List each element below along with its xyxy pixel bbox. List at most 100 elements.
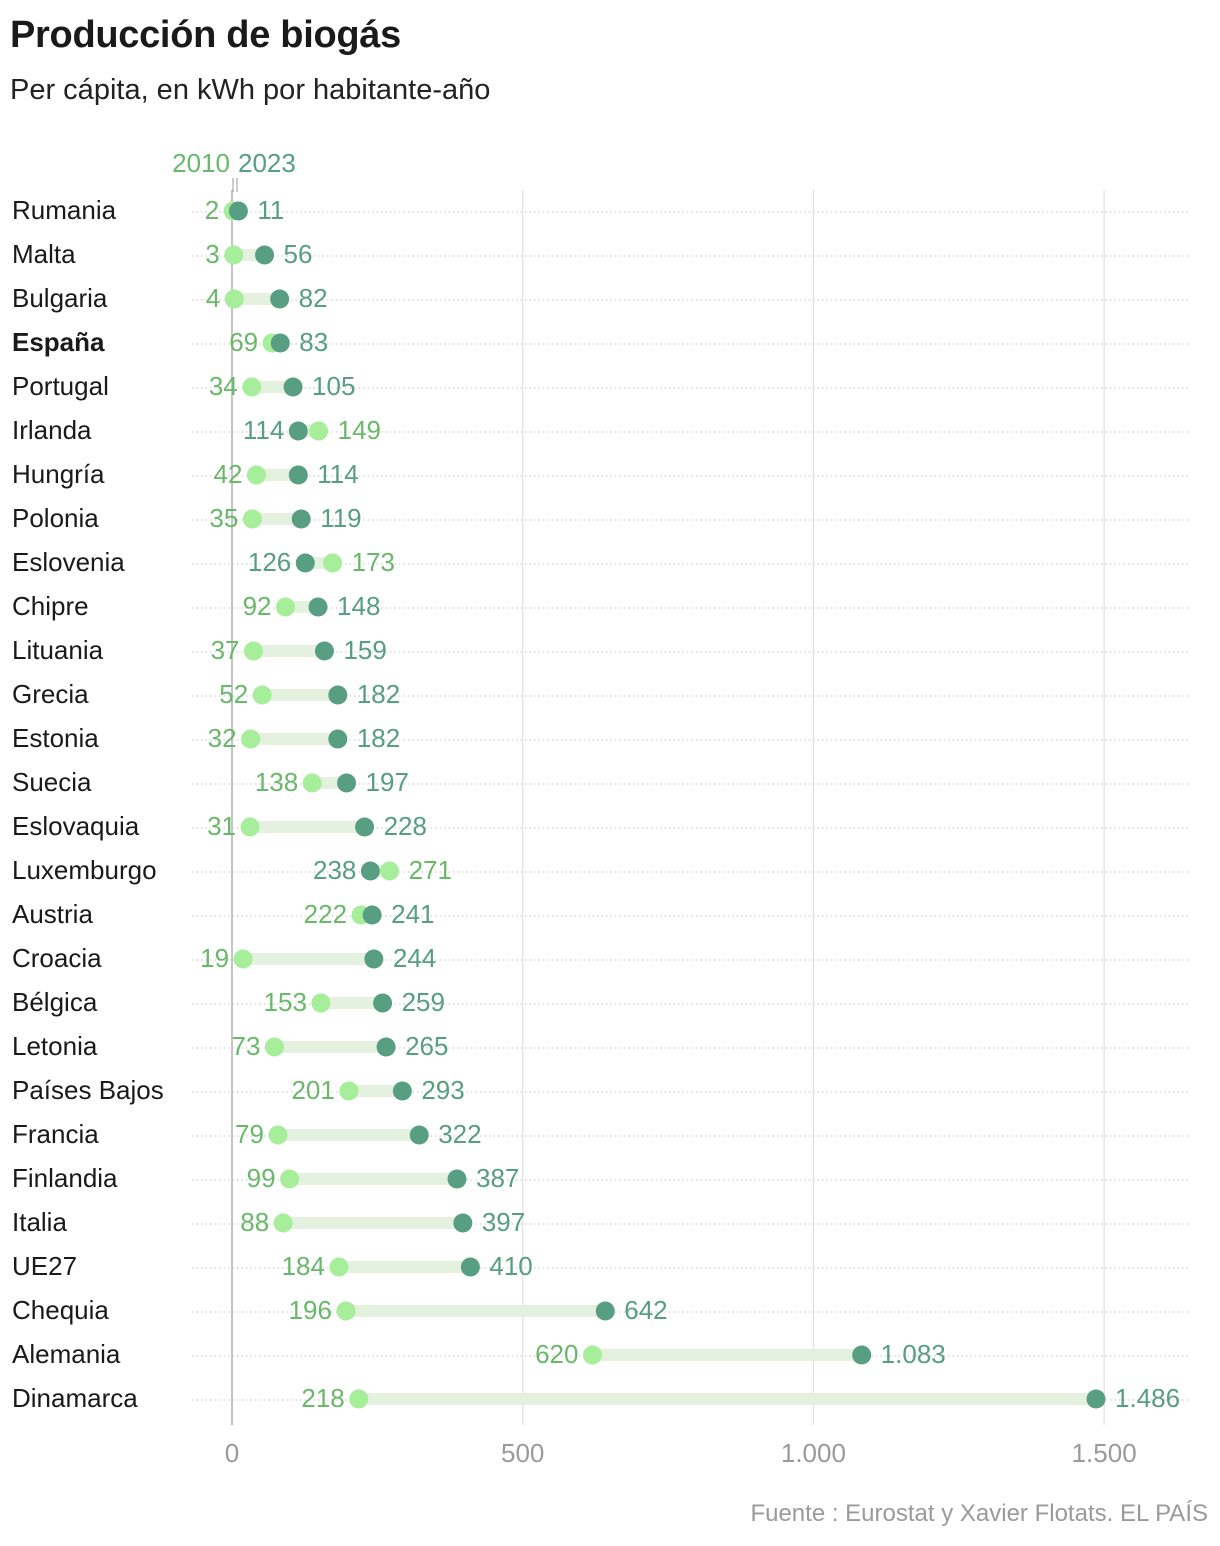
dot-2010 bbox=[280, 1169, 300, 1189]
value-label-2023: 11 bbox=[257, 195, 284, 225]
country-label: Eslovaquia bbox=[12, 811, 140, 841]
value-label-2010: 271 bbox=[409, 855, 452, 885]
dot-2010 bbox=[582, 1345, 602, 1365]
value-label-2010: 149 bbox=[338, 415, 381, 445]
dot-2023 bbox=[314, 641, 334, 661]
country-label: Austria bbox=[12, 899, 93, 929]
dot-2023 bbox=[460, 1257, 480, 1277]
country-label: Luxemburgo bbox=[12, 855, 157, 885]
value-label-2023: 105 bbox=[312, 371, 355, 401]
x-tick-label: 500 bbox=[501, 1438, 544, 1468]
legend-2023: 2023 bbox=[238, 148, 296, 178]
dot-2023 bbox=[328, 685, 348, 705]
value-label-2023: 83 bbox=[299, 327, 328, 357]
value-label-2023: 410 bbox=[489, 1251, 532, 1281]
value-label-2010: 201 bbox=[291, 1075, 334, 1105]
dot-2023 bbox=[228, 201, 248, 221]
value-label-2010: 92 bbox=[243, 591, 272, 621]
x-axis: 0 500 1.000 1.500 bbox=[225, 1438, 1137, 1468]
value-label-2010: 196 bbox=[289, 1295, 332, 1325]
country-label: Chequia bbox=[12, 1295, 109, 1325]
value-label-2010: 88 bbox=[240, 1207, 269, 1237]
value-label-2010: 79 bbox=[235, 1119, 264, 1149]
value-label-2010: 52 bbox=[219, 679, 248, 709]
label-layer: Rumania 2 11 Malta 3 56 Bulgaria 4 82 España 69 83 P… bbox=[12, 195, 1180, 1413]
source-note: Fuente : Eurostat y Xavier Flotats. EL P… bbox=[750, 1500, 1208, 1527]
dot-2010 bbox=[224, 245, 244, 265]
dot-2023 bbox=[288, 421, 308, 441]
value-label-2023: 642 bbox=[624, 1295, 667, 1325]
country-label: Rumania bbox=[12, 195, 117, 225]
chart-title: Producción de biogás bbox=[10, 14, 401, 56]
value-label-2023: 114 bbox=[243, 415, 284, 445]
country-label: Grecia bbox=[12, 679, 89, 709]
legend-2010: 2010 bbox=[172, 148, 230, 178]
dot-2023 bbox=[595, 1301, 615, 1321]
dot-layer bbox=[223, 201, 1106, 1409]
country-label: Lituania bbox=[12, 635, 104, 665]
value-label-2023: 241 bbox=[391, 899, 434, 929]
value-label-2023: 228 bbox=[384, 811, 427, 841]
value-label-2010: 2 bbox=[205, 195, 219, 225]
dot-2010 bbox=[224, 289, 244, 309]
dot-2023 bbox=[255, 245, 275, 265]
dot-2010 bbox=[273, 1213, 293, 1233]
dot-2023 bbox=[295, 553, 315, 573]
band-layer bbox=[233, 205, 1096, 1405]
country-label: Alemania bbox=[12, 1339, 121, 1369]
value-label-2010: 138 bbox=[255, 767, 298, 797]
value-label-2023: 259 bbox=[402, 987, 445, 1017]
country-label: Chipre bbox=[12, 591, 89, 621]
dot-2010 bbox=[302, 773, 322, 793]
series-header: 2010 2023 bbox=[172, 148, 296, 192]
dot-2010 bbox=[349, 1389, 369, 1409]
dot-2023 bbox=[288, 465, 308, 485]
country-label: Bélgica bbox=[12, 987, 98, 1017]
value-label-2023: 182 bbox=[357, 679, 400, 709]
dot-2023 bbox=[355, 817, 375, 837]
value-label-2010: 32 bbox=[208, 723, 237, 753]
dot-2010 bbox=[241, 729, 261, 749]
x-tick-label: 1.500 bbox=[1072, 1438, 1137, 1468]
dot-2023 bbox=[409, 1125, 429, 1145]
value-label-2023: 119 bbox=[320, 503, 361, 533]
dot-2023 bbox=[270, 289, 290, 309]
dot-2010 bbox=[323, 553, 343, 573]
value-label-2023: 244 bbox=[393, 943, 436, 973]
x-tick-label: 1.000 bbox=[781, 1438, 846, 1468]
dot-2023 bbox=[308, 597, 328, 617]
country-label: Dinamarca bbox=[12, 1383, 138, 1413]
value-label-2010: 184 bbox=[282, 1251, 325, 1281]
grid-layer bbox=[231, 190, 1105, 1425]
value-label-2023: 265 bbox=[405, 1031, 448, 1061]
value-label-2010: 37 bbox=[211, 635, 240, 665]
country-label: Finlandia bbox=[12, 1163, 118, 1193]
value-label-2023: 114 bbox=[317, 459, 358, 489]
value-label-2010: 35 bbox=[209, 503, 238, 533]
value-label-2023: 1.486 bbox=[1115, 1383, 1180, 1413]
value-label-2023: 159 bbox=[343, 635, 386, 665]
country-label: Polonia bbox=[12, 503, 99, 533]
value-label-2023: 1.083 bbox=[881, 1339, 946, 1369]
dot-2023 bbox=[362, 905, 382, 925]
dot-2023 bbox=[283, 377, 303, 397]
country-label: Irlanda bbox=[12, 415, 92, 445]
value-label-2010: 73 bbox=[232, 1031, 261, 1061]
value-label-2010: 34 bbox=[209, 371, 238, 401]
value-label-2023: 397 bbox=[482, 1207, 525, 1237]
dot-2010 bbox=[275, 597, 295, 617]
country-label: Suecia bbox=[12, 767, 92, 797]
dot-2010 bbox=[242, 377, 262, 397]
dot-2023 bbox=[453, 1213, 473, 1233]
country-label: Estonia bbox=[12, 723, 99, 753]
dot-2010 bbox=[244, 641, 264, 661]
chart-subtitle: Per cápita, en kWh por habitante-año bbox=[10, 74, 491, 106]
value-label-2010: 31 bbox=[207, 811, 236, 841]
country-label: Francia bbox=[12, 1119, 99, 1149]
dot-2023 bbox=[852, 1345, 872, 1365]
value-label-2010: 218 bbox=[301, 1383, 344, 1413]
value-label-2023: 293 bbox=[421, 1075, 464, 1105]
dot-2010 bbox=[329, 1257, 349, 1277]
value-label-2010: 173 bbox=[352, 547, 395, 577]
country-label: Hungría bbox=[12, 459, 105, 489]
